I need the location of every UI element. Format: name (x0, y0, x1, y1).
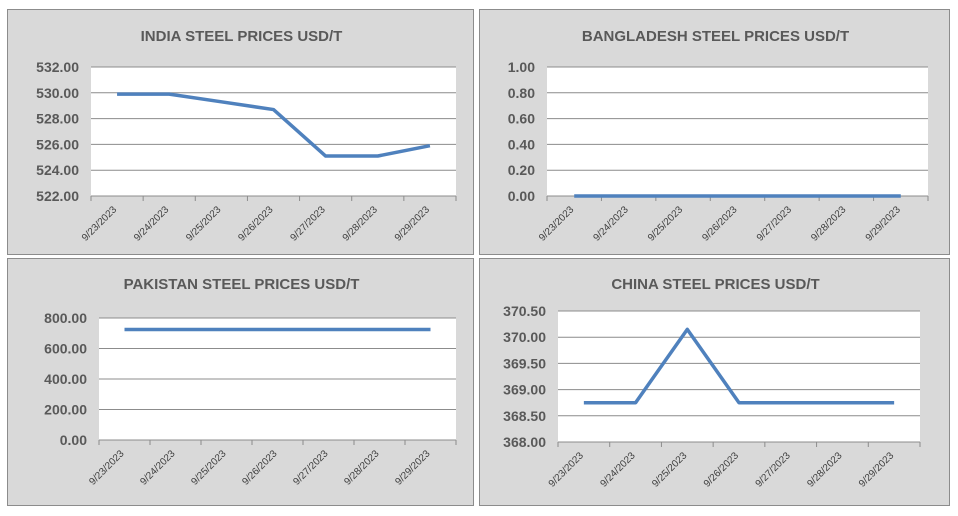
pakistan-chart-panel: PAKISTAN STEEL PRICES USD/T 0.00 200.00 400… (7, 258, 474, 506)
china-chart-panel: CHINA STEEL PRICES USD/T 368.00 368.50 369.… (479, 258, 950, 506)
india-x-tick-label: 9/27/2023 (289, 204, 329, 244)
bangladesh-x-tick-label: 9/29/2023 (864, 204, 904, 244)
india-series-line (117, 92, 431, 158)
china-y-tick-label: 369.50 (503, 355, 546, 371)
india-chart-title: INDIA STEEL PRICES USD/T (141, 28, 343, 45)
india-y-tick-label: 522.00 (36, 188, 79, 204)
pakistan-x-tick-label: 9/24/2023 (138, 448, 178, 488)
india-chart: INDIA STEEL PRICES USD/T 522.00 524.00 526.… (36, 28, 457, 244)
india-chart-panel: INDIA STEEL PRICES USD/T 522.00 524.00 526.… (7, 9, 474, 255)
china-chart: CHINA STEEL PRICES USD/T 368.00 368.50 369.… (503, 276, 921, 490)
china-x-tick-label: 9/28/2023 (805, 450, 845, 490)
india-y-tick-label: 532.00 (36, 59, 79, 75)
china-y-tick-label: 368.50 (503, 408, 546, 424)
pakistan-x-tick-label: 9/27/2023 (291, 448, 331, 488)
china-x-tick-label: 9/29/2023 (857, 450, 897, 490)
pakistan-chart: PAKISTAN STEEL PRICES USD/T 0.00 200.00 400… (44, 276, 457, 488)
india-y-tick-label: 528.00 (36, 111, 79, 127)
china-y-tick-label: 370.50 (503, 303, 546, 319)
india-x-tick-label: 9/26/2023 (236, 204, 276, 244)
china-x-tick-label: 9/26/2023 (702, 450, 742, 490)
bangladesh-y-tick-label: 0.40 (508, 136, 535, 152)
india-x-tick-label: 9/24/2023 (132, 204, 172, 244)
bangladesh-x-tick-label: 9/24/2023 (592, 204, 632, 244)
india-x-tick-label: 9/25/2023 (184, 204, 224, 244)
india-y-tick-label: 524.00 (36, 162, 79, 178)
bangladesh-chart-panel: BANGLADESH STEEL PRICES USD/T 0.00 0.20 0.4… (479, 9, 950, 255)
china-x-tick-label: 9/23/2023 (547, 450, 587, 490)
bangladesh-y-tick-label: 1.00 (508, 59, 535, 75)
china-x-tick-label: 9/24/2023 (598, 450, 638, 490)
india-plot-area (91, 67, 456, 196)
pakistan-y-tick-label: 0.00 (60, 432, 87, 448)
pakistan-y-tick-label: 800.00 (44, 310, 87, 326)
pakistan-x-tick-label: 9/26/2023 (240, 448, 280, 488)
pakistan-y-tick-label: 600.00 (44, 341, 87, 357)
pakistan-x-tick-label: 9/28/2023 (342, 448, 382, 488)
bangladesh-y-tick-label: 0.00 (508, 188, 535, 204)
pakistan-x-tick-label: 9/23/2023 (87, 448, 127, 488)
pakistan-chart-title: PAKISTAN STEEL PRICES USD/T (124, 276, 360, 293)
bangladesh-x-tick-label: 9/27/2023 (755, 204, 795, 244)
china-x-tick-label: 9/27/2023 (754, 450, 794, 490)
bangladesh-x-tick-label: 9/26/2023 (700, 204, 740, 244)
bangladesh-y-tick-label: 0.20 (508, 162, 535, 178)
china-x-tick-label: 9/25/2023 (650, 450, 690, 490)
bangladesh-x-tick-label: 9/23/2023 (537, 204, 577, 244)
china-plot-area (558, 311, 920, 442)
india-x-tick-label: 9/23/2023 (80, 204, 120, 244)
china-y-tick-label: 369.00 (503, 382, 546, 398)
india-x-tick-label: 9/29/2023 (393, 204, 433, 244)
pakistan-y-tick-label: 200.00 (44, 402, 87, 418)
india-y-tick-label: 526.00 (36, 136, 79, 152)
china-y-tick-label: 370.00 (503, 329, 546, 345)
india-x-tick-label: 9/28/2023 (341, 204, 381, 244)
china-chart-title: CHINA STEEL PRICES USD/T (611, 276, 819, 293)
pakistan-y-tick-label: 400.00 (44, 371, 87, 387)
bangladesh-chart: BANGLADESH STEEL PRICES USD/T 0.00 0.20 0.4… (508, 28, 929, 244)
china-series-line (583, 327, 895, 405)
china-y-tick-label: 368.00 (503, 434, 546, 450)
bangladesh-chart-title: BANGLADESH STEEL PRICES USD/T (582, 28, 849, 45)
bangladesh-y-tick-label: 0.80 (508, 85, 535, 101)
pakistan-x-tick-label: 9/25/2023 (189, 448, 229, 488)
india-y-tick-label: 530.00 (36, 85, 79, 101)
bangladesh-y-tick-label: 0.60 (508, 111, 535, 127)
pakistan-x-tick-label: 9/29/2023 (393, 448, 433, 488)
bangladesh-plot-area (547, 67, 928, 196)
bangladesh-x-tick-label: 9/28/2023 (809, 204, 849, 244)
bangladesh-x-tick-label: 9/25/2023 (646, 204, 686, 244)
